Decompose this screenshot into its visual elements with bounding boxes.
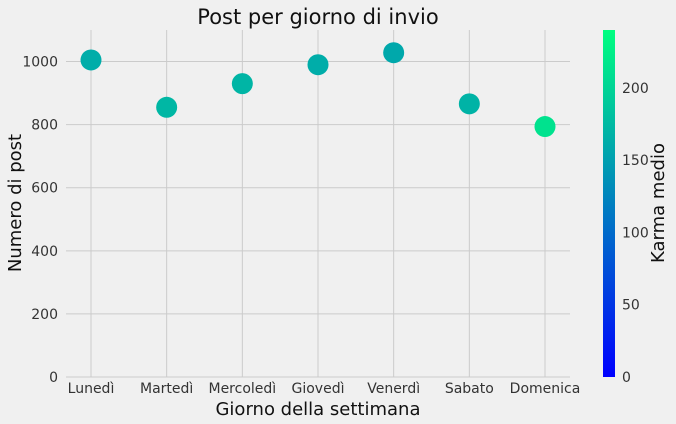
x-tick-label: Giovedì	[292, 381, 345, 397]
grid-lines	[66, 30, 570, 378]
data-point	[534, 116, 556, 138]
data-point	[383, 42, 405, 64]
y-tick-label: 0	[49, 370, 58, 386]
data-point	[80, 49, 102, 71]
x-tick-label: Sabato	[445, 381, 494, 397]
y-tick-label: 600	[31, 181, 58, 197]
x-tick-label: Lunedì	[68, 381, 115, 397]
y-axis-title: Numero di post	[5, 134, 26, 272]
data-point	[231, 73, 253, 95]
colorbar-ticks: 0 50 100 150 200	[622, 81, 649, 386]
colorbar-tick-label: 50	[622, 298, 640, 314]
colorbar-tick-label: 200	[622, 81, 649, 97]
x-tick-label: Mercoledì	[208, 381, 276, 397]
y-tick-label: 800	[31, 118, 58, 134]
x-tick-label: Venerdì	[367, 381, 420, 397]
colorbar-tick-label: 150	[622, 153, 649, 169]
colorbar-tick-label: 100	[622, 225, 649, 241]
y-tick-label: 400	[31, 244, 58, 260]
data-point	[458, 93, 480, 115]
colorbar-tick-label: 0	[622, 370, 631, 386]
colorbar	[603, 30, 615, 377]
x-axis-ticks: Lunedì Martedì Mercoledì Giovedì Venerdì Saba…	[68, 381, 581, 397]
colorbar-title: Karma medio	[648, 143, 669, 263]
data-point	[307, 54, 329, 76]
x-tick-label: Martedì	[140, 381, 193, 397]
chart-title: Post per giorno di invio	[197, 5, 438, 29]
y-tick-label: 200	[31, 307, 58, 323]
y-axis-ticks: 0 200 400 600 800 1000	[22, 55, 58, 386]
x-tick-label: Domenica	[510, 381, 581, 397]
data-points	[80, 42, 556, 138]
x-axis-title: Giorno della settimana	[215, 399, 420, 420]
data-point	[156, 96, 178, 118]
y-tick-label: 1000	[22, 55, 58, 71]
